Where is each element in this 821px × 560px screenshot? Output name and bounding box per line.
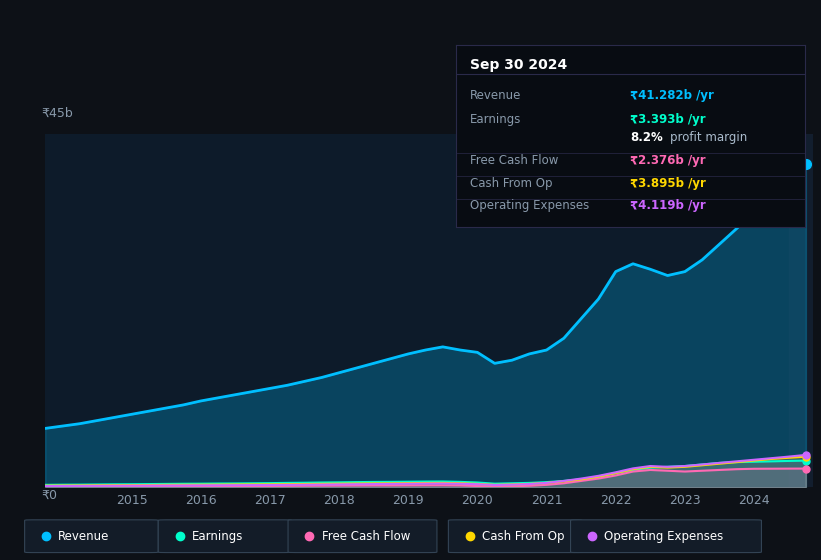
Text: Operating Expenses: Operating Expenses bbox=[470, 199, 589, 212]
FancyBboxPatch shape bbox=[571, 520, 761, 553]
Bar bbox=[789, 134, 813, 487]
Text: Revenue: Revenue bbox=[58, 530, 109, 543]
Text: Revenue: Revenue bbox=[470, 89, 521, 102]
Text: ₹3.895b /yr: ₹3.895b /yr bbox=[631, 176, 706, 190]
FancyBboxPatch shape bbox=[25, 520, 158, 553]
Text: Cash From Op: Cash From Op bbox=[482, 530, 565, 543]
Text: Free Cash Flow: Free Cash Flow bbox=[470, 154, 558, 167]
FancyBboxPatch shape bbox=[448, 520, 582, 553]
Text: Earnings: Earnings bbox=[470, 113, 521, 126]
Text: Cash From Op: Cash From Op bbox=[470, 176, 552, 190]
Text: Earnings: Earnings bbox=[192, 530, 243, 543]
Text: Sep 30 2024: Sep 30 2024 bbox=[470, 58, 566, 72]
Text: Free Cash Flow: Free Cash Flow bbox=[322, 530, 410, 543]
Text: ₹41.282b /yr: ₹41.282b /yr bbox=[631, 89, 714, 102]
Text: Operating Expenses: Operating Expenses bbox=[604, 530, 723, 543]
FancyBboxPatch shape bbox=[158, 520, 292, 553]
Text: ₹45b: ₹45b bbox=[41, 108, 73, 120]
Text: ₹2.376b /yr: ₹2.376b /yr bbox=[631, 154, 706, 167]
Text: ₹3.393b /yr: ₹3.393b /yr bbox=[631, 113, 706, 126]
Text: ₹0: ₹0 bbox=[41, 489, 57, 502]
Text: ₹4.119b /yr: ₹4.119b /yr bbox=[631, 199, 706, 212]
FancyBboxPatch shape bbox=[288, 520, 437, 553]
Text: profit margin: profit margin bbox=[670, 131, 747, 144]
Text: 8.2%: 8.2% bbox=[631, 131, 663, 144]
